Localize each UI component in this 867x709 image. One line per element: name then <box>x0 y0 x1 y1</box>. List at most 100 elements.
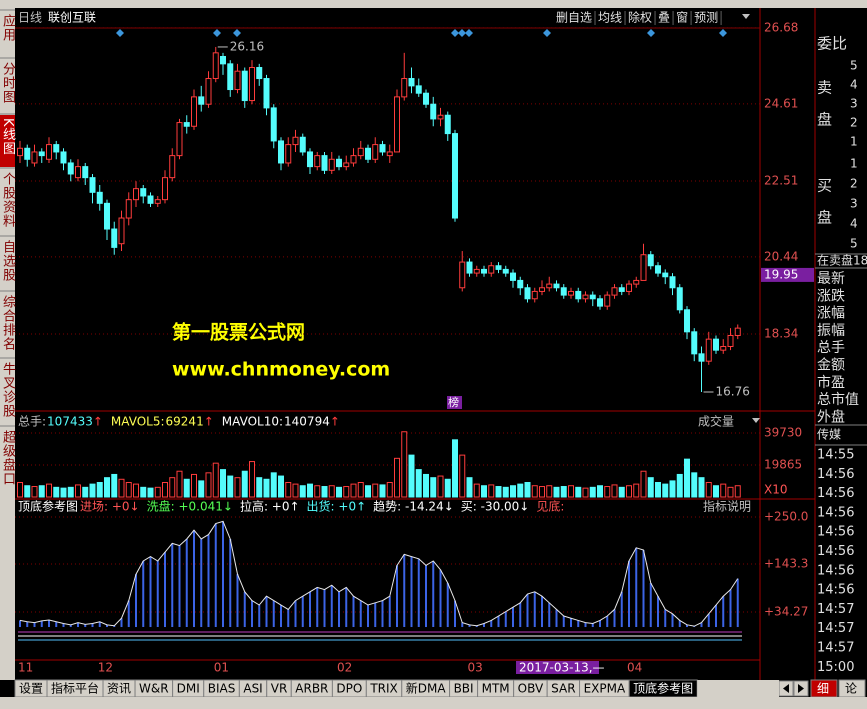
volume-bar <box>589 486 596 498</box>
volume-bar <box>328 485 335 498</box>
toolbar-button[interactable]: 自选股 <box>0 240 16 282</box>
candle-body <box>270 107 277 142</box>
candle-body <box>169 155 176 179</box>
volume-bar <box>256 477 263 498</box>
volume-bar <box>241 470 248 498</box>
tab-label[interactable]: 指标平台 <box>51 681 99 696</box>
top-button[interactable]: 叠 <box>658 11 670 25</box>
candle-body <box>89 177 96 193</box>
tab-label[interactable]: DMI <box>177 682 200 696</box>
top-button[interactable]: 删自选 <box>556 11 592 25</box>
dropdown-arrow[interactable] <box>742 14 750 19</box>
buy-label: 盘 <box>817 209 832 227</box>
candle-body <box>350 155 357 164</box>
candle-body <box>111 228 118 248</box>
sell-label: 盘 <box>817 111 832 129</box>
tab-label[interactable]: 设置 <box>19 682 43 696</box>
tab-label[interactable]: DPO <box>336 682 362 696</box>
candle-body <box>379 144 386 153</box>
volume-bar <box>655 482 661 498</box>
help-button[interactable]: 指标说明 <box>703 499 751 514</box>
indicator-item: 洗盘: +0.041↓ <box>147 499 233 514</box>
volume-bar <box>162 482 168 498</box>
volume-bar <box>104 477 110 498</box>
tick-time: 14:56 <box>817 467 854 482</box>
candle-body <box>597 298 603 307</box>
top-button[interactable]: 均线 <box>598 11 622 25</box>
tab-label[interactable]: ASI <box>243 682 262 696</box>
candle-body <box>220 56 226 65</box>
quote-field: 最新 <box>817 271 845 287</box>
volume-bar <box>96 482 103 498</box>
candle-body <box>140 188 147 197</box>
volume-bar <box>89 483 96 498</box>
tab-label[interactable]: TRIX <box>369 682 397 696</box>
tab-label[interactable]: 资讯 <box>107 682 131 696</box>
volume-bar <box>626 485 632 498</box>
tab-label[interactable]: 论 <box>845 682 857 696</box>
toolbar-button[interactable]: 应用 <box>0 13 16 42</box>
candle-body <box>452 133 458 219</box>
volume-bar <box>147 487 154 498</box>
candle-body <box>328 158 335 171</box>
volume-bar <box>633 483 640 498</box>
tab-label[interactable]: EXPMA <box>584 682 626 696</box>
volume-title[interactable]: 成交量 <box>698 414 734 429</box>
tab-label[interactable]: ARBR <box>295 682 328 696</box>
volume-bar <box>473 483 480 498</box>
volume-bar <box>111 473 118 498</box>
volume-bar <box>169 477 176 498</box>
tab-label[interactable]: OBV <box>518 682 544 696</box>
dropdown-arrow[interactable] <box>752 418 760 423</box>
legend-name: MAVOL10: <box>222 415 283 429</box>
volume-bar <box>611 484 618 498</box>
tab-label[interactable]: 细 <box>817 682 829 696</box>
tab-label[interactable]: MTM <box>482 682 510 696</box>
sell-level: 2 <box>850 116 858 130</box>
candle-body <box>183 122 190 127</box>
y-tick-label: 26.68 <box>764 20 798 34</box>
x-tick-label: 03 <box>468 661 483 675</box>
toolbar-button[interactable]: 分时图 <box>0 62 16 104</box>
volume-bar <box>191 473 197 498</box>
tab-label[interactable]: SAR <box>551 682 575 696</box>
quote-field: 外盘 <box>817 408 845 425</box>
candle-body <box>198 96 205 105</box>
candle-body <box>662 272 669 278</box>
volume-bar <box>452 439 458 498</box>
toolbar-button[interactable]: 综合排名 <box>0 295 16 351</box>
tab-label[interactable]: BIAS <box>208 682 236 696</box>
candle-body <box>336 158 342 168</box>
tab-label[interactable]: 新DMA <box>406 681 447 696</box>
signal <box>233 29 241 37</box>
tab-label[interactable]: BBI <box>454 682 474 696</box>
tick-time: 14:57 <box>817 621 854 636</box>
toolbar-button[interactable]: 超级盘口 <box>0 430 16 486</box>
top-button[interactable]: 除权 <box>628 10 652 25</box>
toolbar-button[interactable]: 个股资料 <box>0 172 16 228</box>
volume-bar <box>466 477 473 498</box>
marker-box <box>447 396 462 409</box>
volume-bar <box>299 485 306 498</box>
top-button[interactable]: 预测 <box>694 11 718 25</box>
candle-body <box>647 254 654 267</box>
volume-unit: X10 <box>764 483 788 497</box>
tab-label[interactable]: VR <box>271 682 288 696</box>
legend-value: 140794 <box>284 415 330 429</box>
volume-bar <box>227 475 234 498</box>
tab-label[interactable]: W&R <box>139 682 169 696</box>
candle-body <box>705 338 712 362</box>
volume-bar <box>539 486 545 498</box>
volume-bar <box>386 482 393 498</box>
toolbar-button[interactable]: K线图 <box>0 118 16 156</box>
tick-time: 14:56 <box>817 486 854 501</box>
quote-field: 涨幅 <box>817 306 845 322</box>
volume-bar <box>408 454 415 498</box>
volume-bar <box>495 486 502 498</box>
toolbar-button[interactable]: 牛叉诊股 <box>0 362 16 418</box>
candle-body <box>546 283 553 289</box>
tab-label[interactable]: 顶底参考图 <box>633 681 693 696</box>
scroll-left-icon <box>783 684 789 693</box>
volume-bar <box>647 477 654 498</box>
top-button[interactable]: 窗 <box>676 11 688 25</box>
